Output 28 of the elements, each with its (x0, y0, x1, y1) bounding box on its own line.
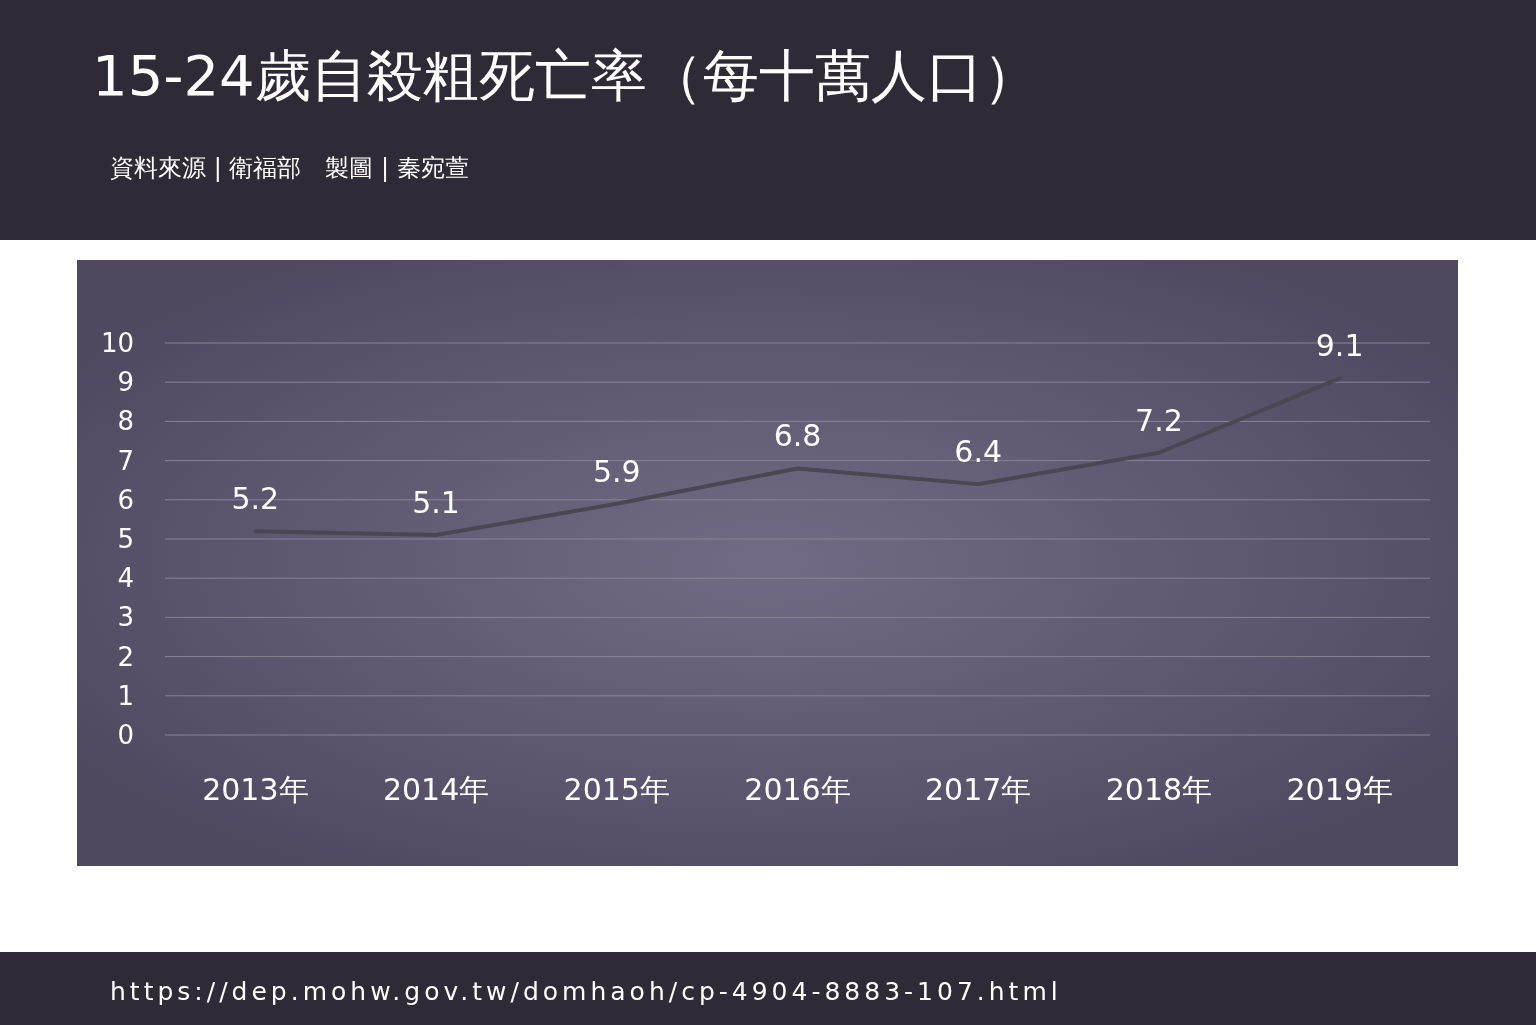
x-tick-label: 2019年 (1286, 772, 1393, 807)
x-tick-label: 2016年 (744, 772, 851, 807)
x-tick-label: 2017年 (925, 772, 1032, 807)
data-label: 5.2 (231, 481, 280, 517)
data-label: 5.9 (592, 453, 641, 489)
data-label: 6.8 (773, 418, 822, 454)
y-tick-label: 2 (117, 641, 134, 672)
y-tick-label: 1 (117, 680, 134, 711)
data-label: 5.1 (412, 485, 460, 521)
y-tick-label: 9 (117, 367, 134, 398)
x-tick-label: 2018年 (1105, 772, 1213, 807)
y-tick-label: 0 (117, 720, 134, 750)
chart-title: 15-24歲自殺粗死亡率（每十萬人口） (92, 43, 1039, 108)
x-tick-label: 2015年 (563, 772, 670, 807)
y-tick-label: 8 (117, 406, 134, 437)
text: https://dep.mohw.gov.tw/domhaoh/cp-4904-8883-107.html (110, 977, 1062, 1006)
data-label: 9.1 (1315, 328, 1364, 364)
y-tick-label: 10 (100, 328, 134, 358)
y-tick-label: 6 (117, 484, 134, 515)
y-tick-label: 5 (117, 524, 134, 554)
x-tick-label: 2014年 (382, 772, 490, 807)
data-label: 7.2 (1135, 402, 1183, 438)
data-label: 6.4 (954, 434, 1003, 470)
y-tick-label: 7 (117, 445, 134, 476)
y-tick-label: 3 (117, 602, 134, 633)
source-note: 資料來源 | 衛福部 製圖 | 秦宛萱 (110, 154, 469, 182)
y-tick-label: 4 (117, 563, 134, 594)
x-tick-label: 2013年 (202, 772, 309, 807)
